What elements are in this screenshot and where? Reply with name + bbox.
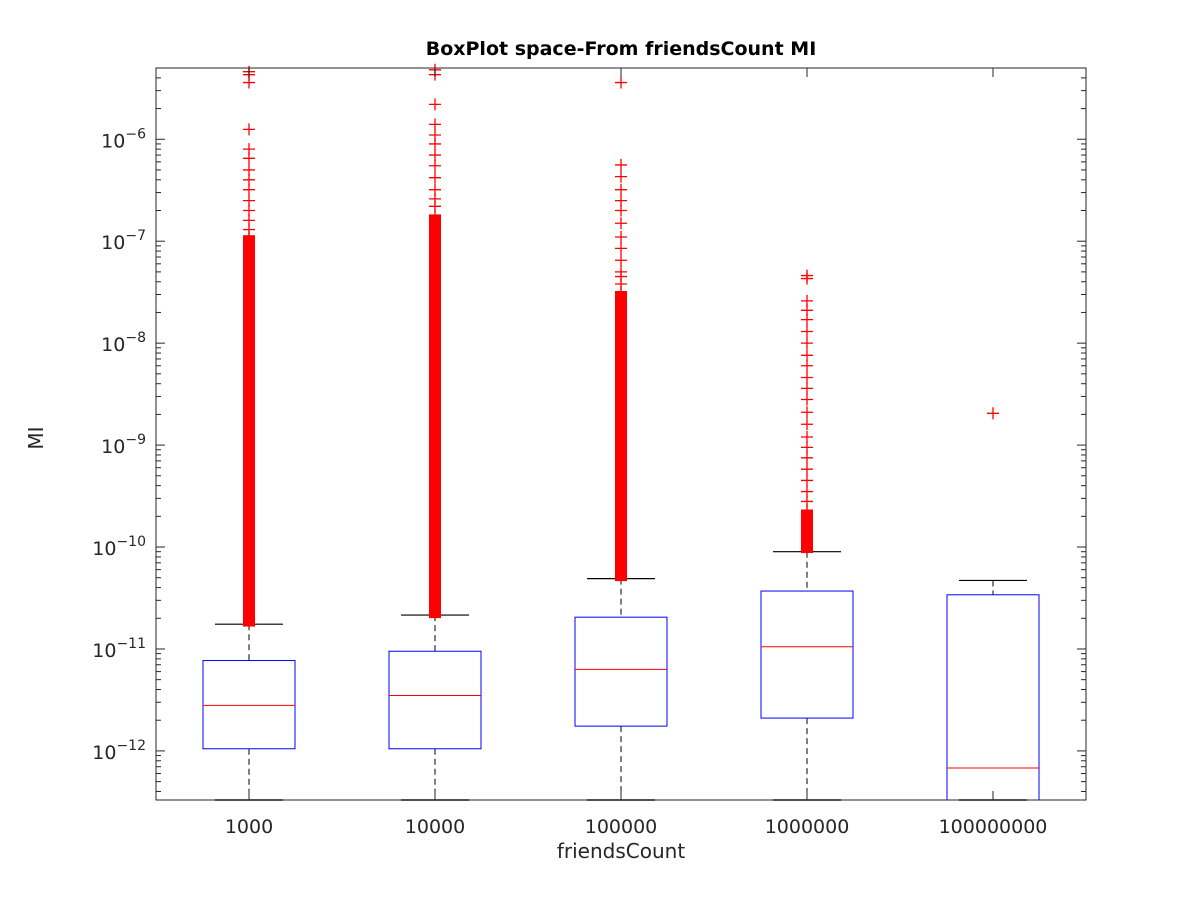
outlier-band [615, 291, 627, 582]
outlier-band [429, 214, 441, 619]
outlier-marker [801, 474, 813, 487]
outlier-band [801, 510, 813, 554]
outlier-marker [429, 171, 441, 184]
outlier-marker [615, 439, 627, 452]
outlier-marker [801, 349, 813, 362]
y-axis-label: MI [24, 426, 48, 450]
chart-title: BoxPlot space-From friendsCount MI [425, 38, 817, 60]
outlier-marker [243, 473, 255, 486]
y-tick-label: 10−10 [92, 534, 146, 560]
chart-marks [202, 63, 1040, 801]
outlier-marker [801, 325, 813, 338]
outlier-marker [429, 183, 441, 196]
outlier-marker [801, 441, 813, 454]
outlier-marker [243, 194, 255, 207]
outlier-marker [615, 76, 627, 89]
box-group-1000000 [760, 269, 854, 801]
outlier-marker [615, 158, 627, 171]
outlier-marker [243, 123, 255, 136]
outlier-marker [615, 230, 627, 243]
outlier-marker [801, 406, 813, 419]
box-group-100000 [574, 76, 668, 801]
outlier-marker [801, 382, 813, 395]
y-tick-label: 10−7 [101, 228, 146, 254]
outlier-marker [615, 183, 627, 196]
outlier-marker [801, 431, 813, 444]
axis-ticks: 1000 10000 100000 1000000 100000000 10−12 10−1… [92, 67, 1086, 838]
outlier-marker [801, 359, 813, 372]
outlier-marker [801, 485, 813, 498]
outlier-marker [429, 129, 441, 142]
outlier-marker [429, 159, 441, 172]
outlier-marker [615, 254, 627, 267]
outlier-marker [801, 418, 813, 431]
x-tick-label: 1000000 [765, 816, 850, 838]
outlier-marker [429, 98, 441, 111]
outlier-marker [801, 371, 813, 384]
box-iqr [760, 590, 854, 719]
outlier-marker [243, 163, 255, 176]
y-tick-label: 10−9 [101, 432, 146, 458]
outlier-marker [615, 454, 627, 467]
box-iqr [202, 660, 296, 750]
x-tick-label: 1000 [225, 816, 273, 838]
outlier-marker [615, 217, 627, 230]
y-tick-label: 10−11 [92, 636, 146, 662]
outlier-marker [615, 265, 627, 278]
outlier-marker [801, 451, 813, 464]
outlier-marker [801, 269, 813, 282]
outlier-marker [429, 118, 441, 131]
x-tick-label: 100000 [585, 816, 658, 838]
outlier-marker [615, 194, 627, 207]
y-tick-label: 10−6 [101, 126, 146, 152]
x-tick-label: 10000 [405, 816, 465, 838]
x-axis-label: friendsCount [556, 839, 686, 863]
box-iqr [574, 616, 668, 727]
y-tick-label: 10−8 [101, 330, 146, 356]
outlier-marker [429, 149, 441, 162]
outlier-marker [243, 143, 255, 156]
outlier-marker [801, 337, 813, 350]
x-tick-label: 100000000 [939, 816, 1048, 838]
outlier-marker [801, 393, 813, 406]
outlier-marker [801, 294, 813, 307]
y-tick-label: 10−12 [92, 738, 146, 764]
outlier-marker [801, 463, 813, 476]
box-iqr [388, 650, 482, 750]
outlier-marker [615, 170, 627, 183]
outlier-marker [615, 242, 627, 255]
outlier-band [243, 235, 255, 627]
outlier-marker [987, 407, 999, 420]
